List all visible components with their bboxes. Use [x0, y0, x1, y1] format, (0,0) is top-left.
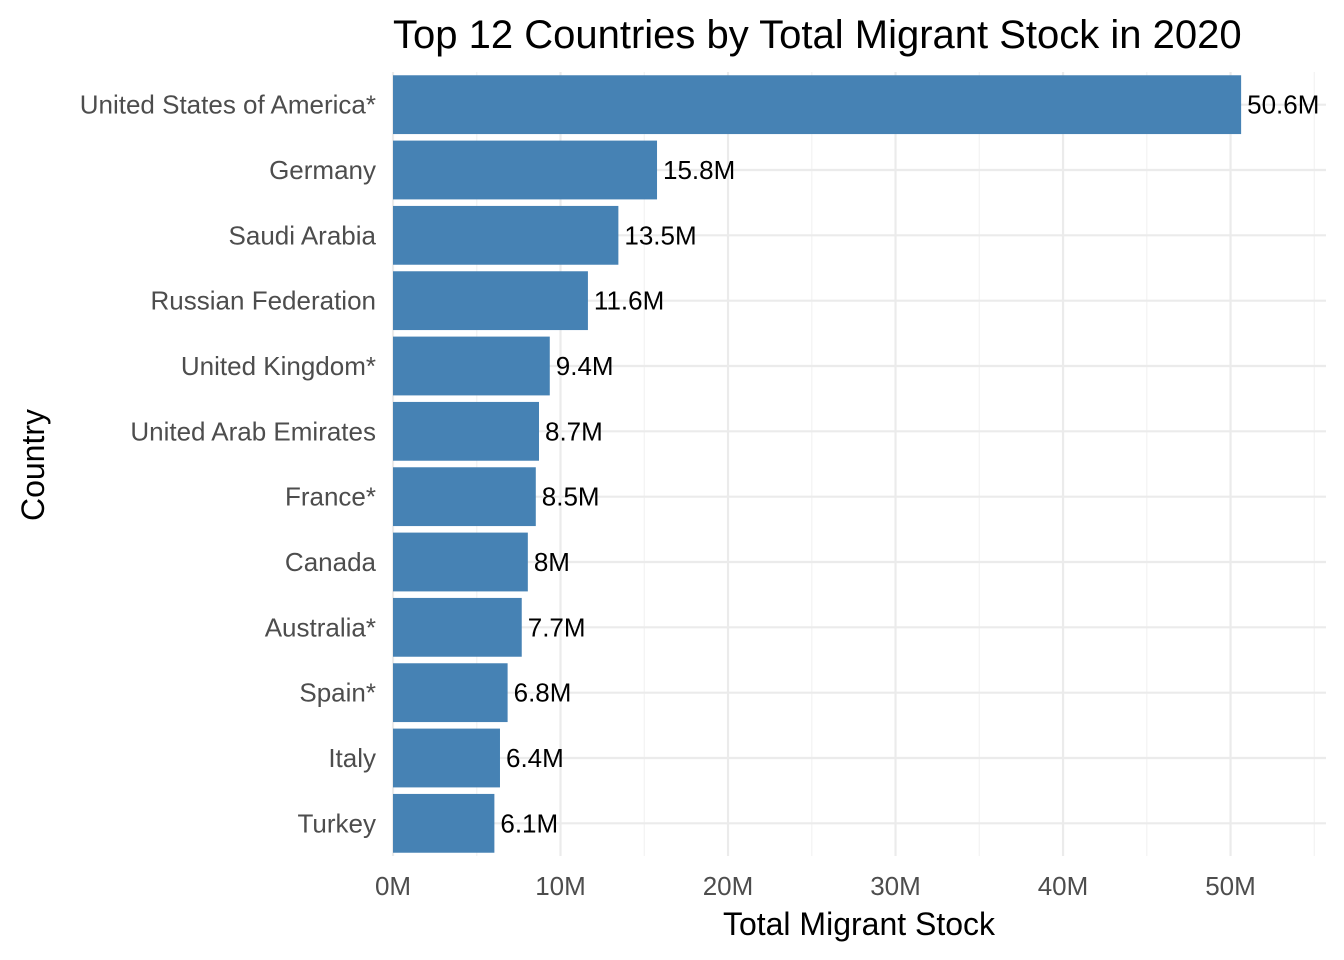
x-tick-label: 20M	[703, 871, 754, 901]
bar-value-label: 8.5M	[542, 482, 600, 512]
x-tick-label: 0M	[375, 871, 411, 901]
bar-value-label: 8M	[534, 547, 570, 577]
y-tick-label: Saudi Arabia	[229, 220, 377, 250]
bar	[393, 271, 588, 331]
bar	[393, 597, 522, 657]
y-tick-label: United Kingdom*	[181, 351, 376, 381]
x-tick-label: 30M	[870, 871, 921, 901]
bar	[393, 663, 508, 723]
y-tick-label: Spain*	[299, 678, 376, 708]
y-tick-label: France*	[285, 482, 376, 512]
x-tick-label: 50M	[1205, 871, 1256, 901]
bar-value-label: 50.6M	[1247, 90, 1319, 120]
bar-value-label: 8.7M	[545, 416, 603, 446]
bar	[393, 336, 550, 396]
x-tick-label: 10M	[535, 871, 586, 901]
bar	[393, 140, 658, 200]
bar	[393, 793, 495, 853]
y-tick-label: Turkey	[298, 808, 377, 838]
bar	[393, 205, 619, 265]
bar	[393, 532, 528, 592]
bar	[393, 401, 540, 461]
y-tick-label: Germany	[269, 155, 376, 185]
bar-value-label: 7.7M	[528, 612, 586, 642]
bar	[393, 467, 536, 527]
x-axis-tick-labels: 0M 10M 20M 30M 40M 50M	[375, 871, 1256, 901]
y-tick-label: United Arab Emirates	[130, 416, 376, 446]
y-tick-label: Australia*	[265, 612, 376, 642]
bar	[393, 75, 1242, 135]
bar-value-label: 13.5M	[624, 220, 696, 250]
y-tick-label: Canada	[285, 547, 377, 577]
bar-value-label: 9.4M	[556, 351, 614, 381]
bar	[393, 728, 500, 788]
y-tick-label: United States of America*	[80, 90, 376, 120]
bar-value-label: 6.4M	[506, 743, 564, 773]
x-tick-label: 40M	[1038, 871, 1089, 901]
y-tick-label: Russian Federation	[151, 286, 376, 316]
bars	[393, 75, 1242, 853]
y-axis-tick-labels: United States of America* Germany Saudi Ar…	[80, 90, 377, 839]
x-axis-title: Total Migrant Stock	[723, 906, 996, 942]
y-tick-label: Italy	[328, 743, 376, 773]
bar-value-label: 11.6M	[594, 286, 664, 316]
y-axis-title: Country	[15, 409, 51, 521]
chart-title: Top 12 Countries by Total Migrant Stock …	[393, 13, 1242, 57]
value-labels: 50.6M 15.8M 13.5M 11.6M 9.4M 8.7M 8.5M 8M 7.7M 6.…	[500, 90, 1319, 839]
bar-value-label: 6.8M	[514, 678, 572, 708]
bar-value-label: 15.8M	[663, 155, 735, 185]
bar-value-label: 6.1M	[500, 808, 558, 838]
